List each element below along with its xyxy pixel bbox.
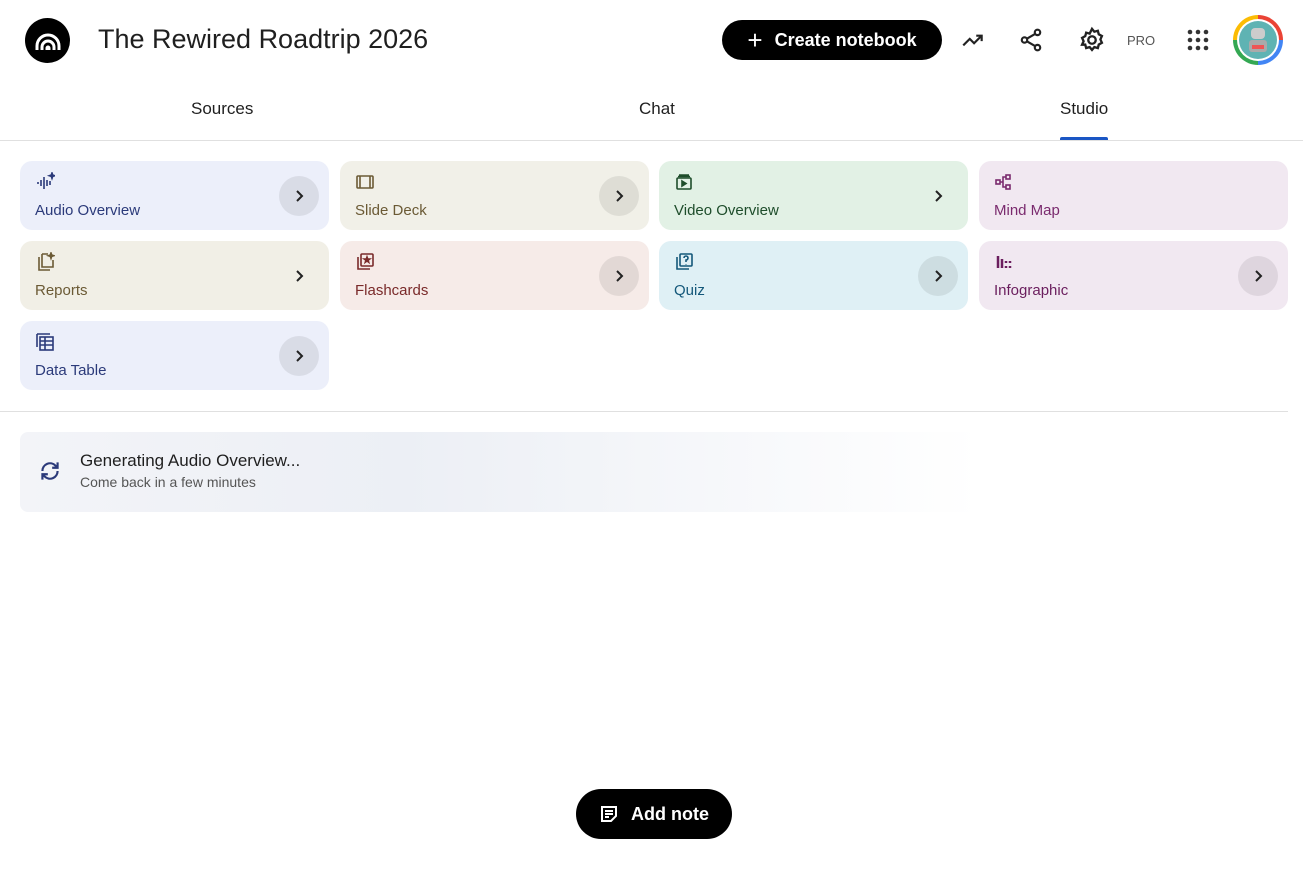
- studio-card-data-table[interactable]: Data Table: [20, 321, 329, 390]
- infographic-icon: [994, 252, 1014, 272]
- avatar[interactable]: [1233, 15, 1283, 65]
- studio-card-label: Mind Map: [994, 202, 1060, 219]
- chevron-right-icon[interactable]: [279, 336, 319, 376]
- slides-icon: [355, 172, 375, 192]
- apps-grid-icon[interactable]: [1180, 22, 1216, 58]
- generating-status: Generating Audio Overview... Come back i…: [20, 432, 980, 512]
- chevron-right-icon[interactable]: [279, 256, 319, 296]
- studio-card-label: Flashcards: [355, 282, 429, 299]
- chevron-right-icon[interactable]: [918, 176, 958, 216]
- tab-chat[interactable]: Chat: [639, 99, 675, 118]
- pro-badge: PRO: [1127, 33, 1156, 48]
- app-header: The Rewired Roadtrip 2026 + Create notebo…: [0, 0, 1303, 80]
- studio-card-label: Video Overview: [674, 202, 779, 219]
- tab-sources[interactable]: Sources: [191, 99, 254, 118]
- studio-card-quiz[interactable]: Quiz: [659, 241, 968, 310]
- chevron-right-icon[interactable]: [599, 176, 639, 216]
- studio-card-label: Data Table: [35, 362, 107, 379]
- studio-card-label: Audio Overview: [35, 202, 141, 219]
- studio-card-reports[interactable]: Reports: [20, 241, 329, 310]
- studio-card-label: Reports: [35, 282, 88, 299]
- studio-card-mind-map[interactable]: Mind Map: [979, 161, 1288, 230]
- add-note-label: Add note: [631, 803, 709, 824]
- studio-card-slide-deck[interactable]: Slide Deck: [340, 161, 649, 230]
- video-icon: [674, 172, 694, 192]
- table-icon: [35, 332, 55, 352]
- notebook-title[interactable]: The Rewired Roadtrip 2026: [98, 24, 429, 54]
- chevron-right-icon[interactable]: [918, 256, 958, 296]
- notebooklm-logo-icon[interactable]: [25, 18, 70, 63]
- quiz-icon: [674, 252, 694, 272]
- chevron-right-icon[interactable]: [279, 176, 319, 216]
- divider: [0, 411, 1288, 412]
- add-note-button[interactable]: Add note: [576, 789, 732, 839]
- studio-card-label: Quiz: [674, 282, 705, 299]
- create-notebook-button[interactable]: + Create notebook: [722, 20, 942, 60]
- plus-icon: +: [747, 25, 763, 55]
- audio-sparkle-icon: [35, 170, 58, 192]
- sync-icon: [37, 458, 63, 489]
- tab-bar: Sources Chat Studio: [0, 80, 1303, 141]
- reports-icon: [35, 250, 57, 272]
- studio-card-video-overview[interactable]: Video Overview: [659, 161, 968, 230]
- flashcards-icon: [355, 252, 375, 272]
- mind-map-icon: [994, 172, 1014, 192]
- tab-studio[interactable]: Studio: [1060, 99, 1109, 140]
- studio-card-flashcards[interactable]: Flashcards: [340, 241, 649, 310]
- studio-card-label: Slide Deck: [355, 202, 427, 219]
- note-icon: [601, 806, 617, 822]
- create-notebook-label: Create notebook: [774, 29, 917, 50]
- studio-card-infographic[interactable]: Infographic: [979, 241, 1288, 310]
- chevron-right-icon[interactable]: [1238, 256, 1278, 296]
- chevron-right-icon[interactable]: [599, 256, 639, 296]
- generating-subtitle: Come back in a few minutes: [80, 474, 256, 490]
- analytics-icon[interactable]: [955, 22, 991, 58]
- studio-card-audio-overview[interactable]: Audio Overview: [20, 161, 329, 230]
- settings-gear-icon[interactable]: [1074, 22, 1110, 58]
- generating-title: Generating Audio Overview...: [80, 451, 301, 470]
- share-icon[interactable]: [1013, 22, 1049, 58]
- studio-card-label: Infographic: [994, 282, 1069, 299]
